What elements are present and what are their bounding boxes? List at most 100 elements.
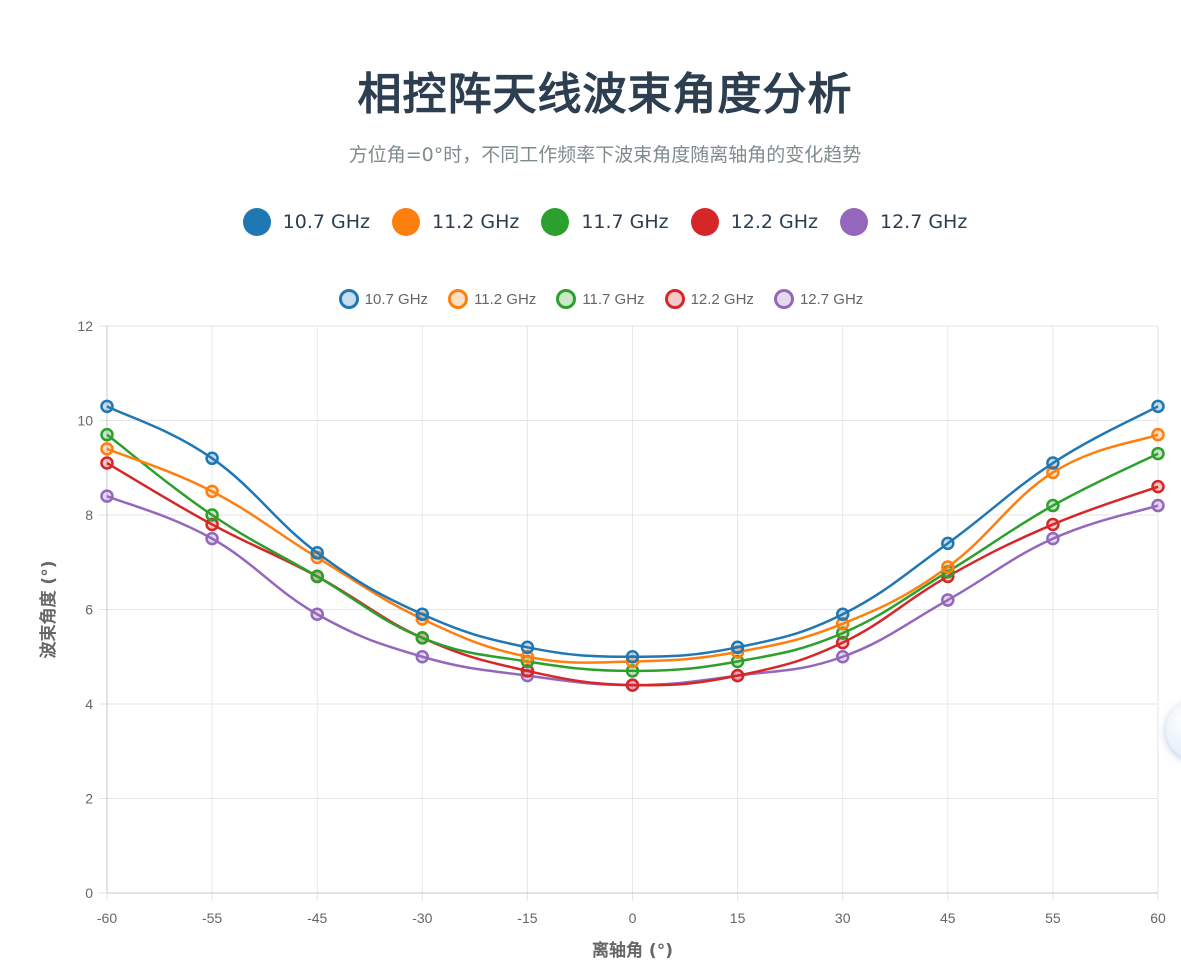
data-point [835,626,850,640]
data-point [1151,446,1165,461]
x-tick-label: 60 [1150,910,1166,926]
y-tick-label: 0 [85,885,93,901]
x-tick-label: -30 [412,910,432,926]
data-point [1046,517,1060,532]
chart-legend-label: 11.7 GHz [582,290,645,308]
legend-top-item[interactable]: 11.2 GHz [392,208,519,236]
data-point [1151,427,1165,442]
y-tick-label: 2 [85,791,93,807]
data-point [310,546,324,560]
x-tick-label: 55 [1045,910,1061,926]
data-point [835,650,850,664]
data-point [1151,479,1165,494]
data-point [310,569,324,584]
page-title: 相控阵天线波束角度分析 [357,69,853,120]
legend-label: 11.7 GHz [581,211,669,233]
chart-legend-item[interactable]: 10.7 GHz [338,289,429,309]
data-point [1151,399,1165,414]
data-point [100,399,114,414]
legend-ring-icon [664,289,685,309]
data-point [1046,498,1060,513]
data-point [730,668,745,683]
floating-action-button[interactable] [1166,700,1181,760]
data-point [625,650,640,664]
chart-legend-item[interactable]: 11.2 GHz [448,289,536,309]
y-tick-label: 6 [85,602,93,618]
legend-label: 11.2 GHz [432,211,520,233]
chart-legend-label: 12.2 GHz [690,290,754,308]
legend-top-item[interactable]: 12.7 GHz [839,208,968,236]
data-point [205,531,219,546]
data-point [205,508,219,522]
legend-swatch-icon [541,208,570,236]
data-point [835,607,850,621]
legend-ring-icon [448,289,469,309]
data-point [520,650,535,664]
data-point [100,427,114,442]
data-point [1151,498,1165,513]
legend-top-item[interactable]: 11.7 GHz [541,208,669,236]
data-point [1046,465,1060,480]
x-axis-title: 离轴角 (°) [592,940,673,961]
legend-swatch-icon [242,208,271,236]
chart-legend-item[interactable]: 12.2 GHz [664,289,754,309]
series-line [106,461,1159,687]
chart-legend-label: 12.7 GHz [799,290,864,308]
data-point [1046,531,1060,546]
legend-top-item[interactable]: 12.2 GHz [690,208,818,236]
data-point [415,650,430,664]
series-line [106,433,1159,673]
chart-legend: 10.7 GHz 11.2 GHz 11.7 GHz 12.2 GHz 12.7 GHz [0,289,1181,309]
chart-legend-label: 11.2 GHz [474,290,537,308]
x-tick-label: 15 [730,910,746,926]
legend-label: 10.7 GHz [282,211,370,233]
x-tick-label: -45 [307,910,327,926]
legend-swatch-icon [690,208,719,236]
data-point [415,607,430,621]
legend-label: 12.2 GHz [730,211,818,233]
data-point [941,560,955,574]
data-point [835,616,850,631]
data-point [520,640,535,655]
data-point [941,536,955,551]
data-point [415,631,430,645]
y-tick-label: 12 [77,318,93,334]
series-line [106,405,1159,658]
data-point [205,451,219,466]
data-point [625,678,640,692]
x-tick-label: -55 [202,910,222,926]
y-tick-label: 4 [85,696,93,712]
legend-label: 12.7 GHz [879,211,968,233]
x-tick-label: 0 [629,910,637,926]
legend-swatch-icon [392,208,420,236]
data-point [520,664,535,678]
data-point [835,635,850,650]
data-point [310,607,324,621]
y-tick-label: 8 [85,507,93,523]
legend-ring-icon [338,289,359,309]
chart-legend-item[interactable]: 11.7 GHz [556,289,645,309]
x-tick-label: 30 [835,910,851,926]
x-tick-label: 45 [940,910,956,926]
legend-ring-icon [773,289,794,309]
data-point [100,442,114,456]
legend-top-item[interactable]: 10.7 GHz [242,208,370,236]
frequency-legend: 10.7 GHz 11.2 GHz 11.7 GHz 12.2 GHz 12.7 GHz [0,208,1181,236]
legend-swatch-icon [839,208,868,236]
data-point [1046,456,1060,470]
legend-ring-icon [556,289,577,309]
data-point [730,654,745,669]
data-point [205,484,219,499]
chart-legend-label: 10.7 GHz [364,290,429,308]
data-point [730,640,745,655]
page-subtitle: 方位角=0°时，不同工作频率下波束角度随离轴角的变化趋势 [348,144,862,166]
x-tick-label: -60 [97,910,117,926]
data-point [625,664,640,678]
chart-legend-item[interactable]: 12.7 GHz [773,289,864,309]
y-axis-title: 波束角度 (°) [38,561,59,659]
data-point [100,456,114,470]
x-tick-label: -15 [517,910,537,926]
data-point [941,593,955,607]
